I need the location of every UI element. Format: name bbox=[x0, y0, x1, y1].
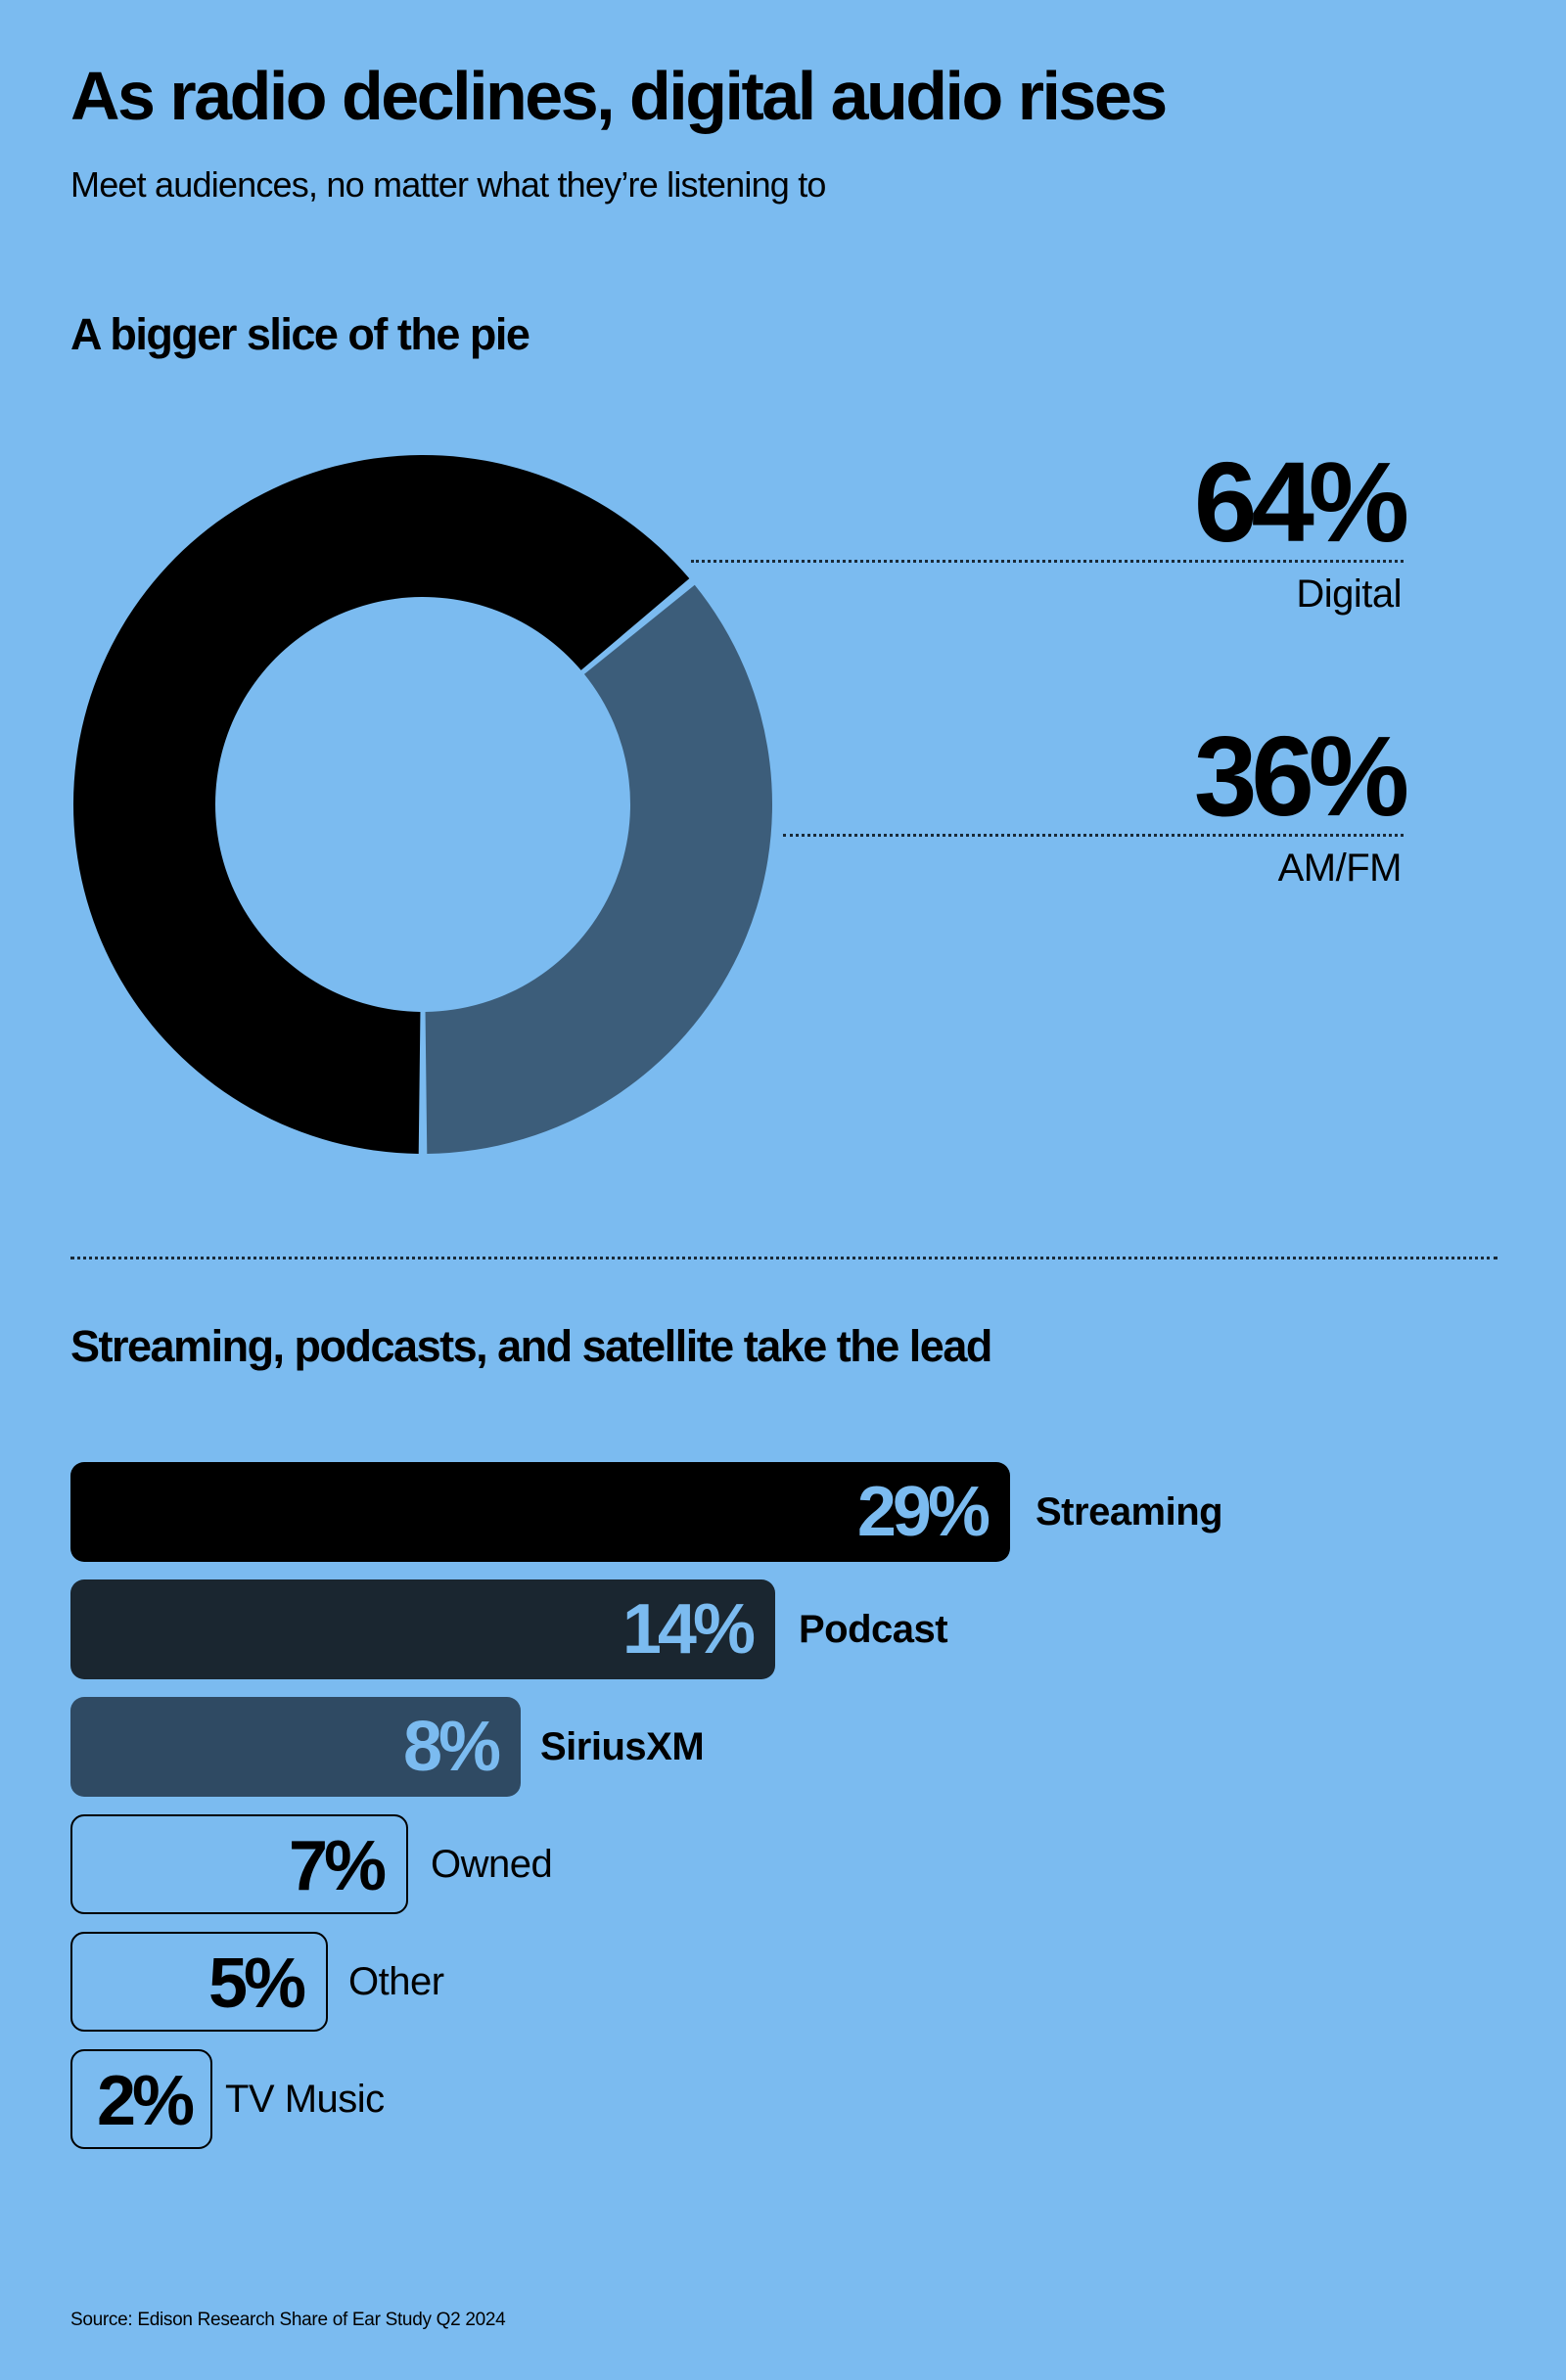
bar-label-other: Other bbox=[348, 1960, 444, 2003]
donut-slice-amfm bbox=[425, 584, 772, 1154]
bar-value: 29% bbox=[856, 1473, 990, 1551]
page-subtitle: Meet audiences, no matter what they’re l… bbox=[70, 164, 826, 205]
bar-value: 2% bbox=[96, 2062, 195, 2140]
bar-podcast: 14% bbox=[70, 1579, 775, 1679]
bar-streaming: 29% bbox=[70, 1462, 1010, 1562]
section-divider bbox=[70, 1257, 1497, 1259]
bar-value: 5% bbox=[207, 1945, 306, 2023]
amfm-label: AM/FM bbox=[1277, 847, 1403, 890]
page-title: As radio declines, digital audio rises bbox=[70, 58, 1168, 134]
digital-value: 64% bbox=[1193, 438, 1409, 566]
bar-label-tv-music: TV Music bbox=[225, 2078, 385, 2121]
bar-label-podcast: Podcast bbox=[799, 1608, 948, 1651]
amfm-leader-line bbox=[783, 834, 1404, 837]
donut-slice-digital bbox=[72, 455, 690, 1154]
digital-leader-line bbox=[691, 560, 1404, 563]
bar-heading: Streaming, podcasts, and satellite take … bbox=[70, 1321, 992, 1371]
source-note: Source: Edison Research Share of Ear Stu… bbox=[70, 2310, 506, 2330]
donut-chart bbox=[72, 455, 772, 1154]
bar-owned: 7% bbox=[70, 1814, 408, 1914]
bar-label-siriusxm: SiriusXM bbox=[540, 1725, 705, 1768]
bar-label-streaming: Streaming bbox=[1036, 1490, 1223, 1533]
bar-value: 14% bbox=[622, 1590, 756, 1669]
digital-label: Digital bbox=[1296, 572, 1402, 616]
bar-tv-music: 2% bbox=[70, 2049, 212, 2149]
bar-other: 5% bbox=[70, 1932, 328, 2032]
bar-value: 8% bbox=[402, 1708, 501, 1786]
amfm-value: 36% bbox=[1193, 712, 1409, 840]
donut-heading: A bigger slice of the pie bbox=[70, 309, 530, 359]
bar-siriusxm: 8% bbox=[70, 1697, 521, 1797]
bar-label-owned: Owned bbox=[431, 1843, 553, 1886]
bar-value: 7% bbox=[288, 1827, 387, 1905]
